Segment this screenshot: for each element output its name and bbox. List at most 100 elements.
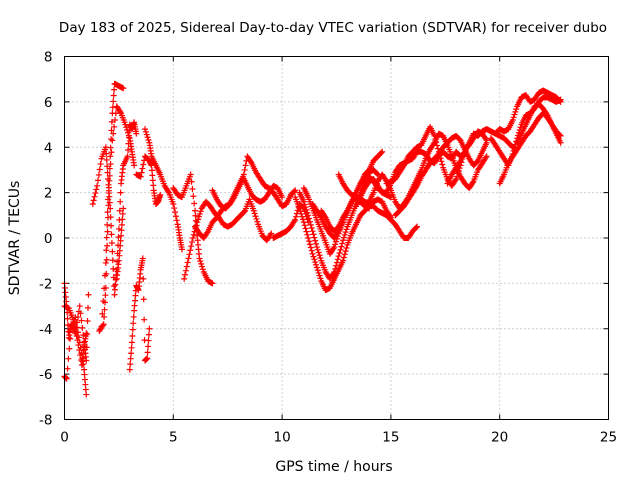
data-point-marker xyxy=(107,205,114,212)
data-point-marker xyxy=(304,209,311,216)
data-point-marker xyxy=(142,126,149,133)
data-point-marker xyxy=(83,391,90,398)
data-point-marker xyxy=(119,210,126,217)
data-point-marker xyxy=(70,316,77,323)
data-point-marker xyxy=(303,206,310,213)
data-point-marker xyxy=(199,263,206,270)
data-point-marker xyxy=(303,228,310,235)
data-point-marker xyxy=(483,153,490,160)
data-point-marker xyxy=(511,111,518,118)
data-point-marker xyxy=(308,225,315,232)
data-point-marker xyxy=(330,245,337,252)
plot-frame xyxy=(64,56,609,420)
data-point-marker xyxy=(173,217,180,224)
data-point-marker xyxy=(139,255,146,262)
data-point-marker xyxy=(95,171,102,178)
data-point-marker xyxy=(111,86,118,93)
data-point-marker xyxy=(315,269,322,276)
data-point-marker xyxy=(191,200,198,207)
data-point-marker xyxy=(118,227,125,234)
data-point-marker xyxy=(194,219,201,226)
data-point-marker xyxy=(306,215,313,222)
data-point-marker xyxy=(73,333,80,340)
data-point-marker xyxy=(76,303,83,310)
data-point-marker xyxy=(172,209,179,216)
data-point-marker xyxy=(317,254,324,261)
data-point-marker xyxy=(185,255,192,262)
data-point-marker xyxy=(72,328,79,335)
data-point-marker xyxy=(330,270,337,277)
data-point-marker xyxy=(103,150,110,157)
data-point-marker xyxy=(315,249,322,256)
data-point-marker xyxy=(482,136,489,143)
data-point-marker xyxy=(299,213,306,220)
data-point-marker xyxy=(142,128,149,135)
data-point-marker xyxy=(125,129,132,136)
data-point-marker xyxy=(130,313,137,320)
data-point-marker xyxy=(305,235,312,241)
data-point-marker xyxy=(454,170,461,177)
data-point-marker xyxy=(186,251,193,258)
data-point-marker xyxy=(125,132,132,139)
data-point-marker xyxy=(252,213,259,220)
data-point-marker xyxy=(301,222,308,229)
data-point-marker xyxy=(513,106,520,113)
data-point-marker xyxy=(543,111,550,118)
data-point-marker xyxy=(85,304,92,311)
data-point-marker xyxy=(250,207,257,214)
data-point-marker xyxy=(109,257,116,264)
data-point-marker xyxy=(157,191,164,198)
data-point-marker xyxy=(140,296,147,303)
data-point-marker xyxy=(110,98,117,105)
data-point-marker xyxy=(138,169,145,176)
data-point-marker xyxy=(115,234,122,241)
data-point-marker xyxy=(307,244,314,251)
data-point-marker xyxy=(189,235,196,241)
data-point-marker xyxy=(454,173,461,180)
x-tick-label: 0 xyxy=(60,430,69,446)
data-point-marker xyxy=(110,130,117,137)
data-point-marker xyxy=(316,252,323,259)
data-point-marker xyxy=(510,114,517,121)
data-point-marker xyxy=(302,225,309,232)
data-point-marker xyxy=(108,149,115,156)
data-point-marker xyxy=(341,231,348,238)
data-point-marker xyxy=(483,139,490,146)
data-point-marker xyxy=(101,306,108,313)
data-point-marker xyxy=(309,228,316,235)
data-point-marker xyxy=(382,176,389,183)
data-point-marker xyxy=(110,265,117,272)
data-point-marker xyxy=(317,275,324,282)
data-point-marker xyxy=(197,258,204,265)
data-point-marker xyxy=(98,323,105,330)
data-point-marker xyxy=(557,132,564,139)
data-point-marker xyxy=(77,310,84,317)
data-point-marker xyxy=(171,205,178,212)
data-point-marker xyxy=(145,343,152,350)
data-point-marker xyxy=(100,298,107,305)
data-point-marker xyxy=(307,221,314,228)
data-point-marker xyxy=(253,215,260,222)
data-point-marker xyxy=(106,165,113,172)
data-point-marker xyxy=(312,259,319,266)
data-point-marker xyxy=(305,212,312,219)
data-point-marker xyxy=(144,349,151,356)
x-tick-label: 20 xyxy=(491,430,508,446)
data-point-marker xyxy=(123,124,130,131)
data-point-marker xyxy=(182,267,189,274)
data-point-marker xyxy=(341,251,348,258)
y-tick-label: -4 xyxy=(39,322,52,338)
data-point-marker xyxy=(512,108,519,115)
data-point-marker xyxy=(101,313,108,320)
data-point-marker xyxy=(340,237,347,244)
data-point-marker xyxy=(131,162,138,169)
data-point-marker xyxy=(124,153,131,160)
data-point-marker xyxy=(181,275,188,282)
data-point-marker xyxy=(120,85,127,92)
data-point-marker xyxy=(190,193,197,200)
data-point-marker xyxy=(316,272,323,279)
data-point-marker xyxy=(107,144,114,151)
series-track26 xyxy=(444,126,516,187)
data-point-marker xyxy=(254,218,261,225)
data-point-marker xyxy=(434,142,441,149)
